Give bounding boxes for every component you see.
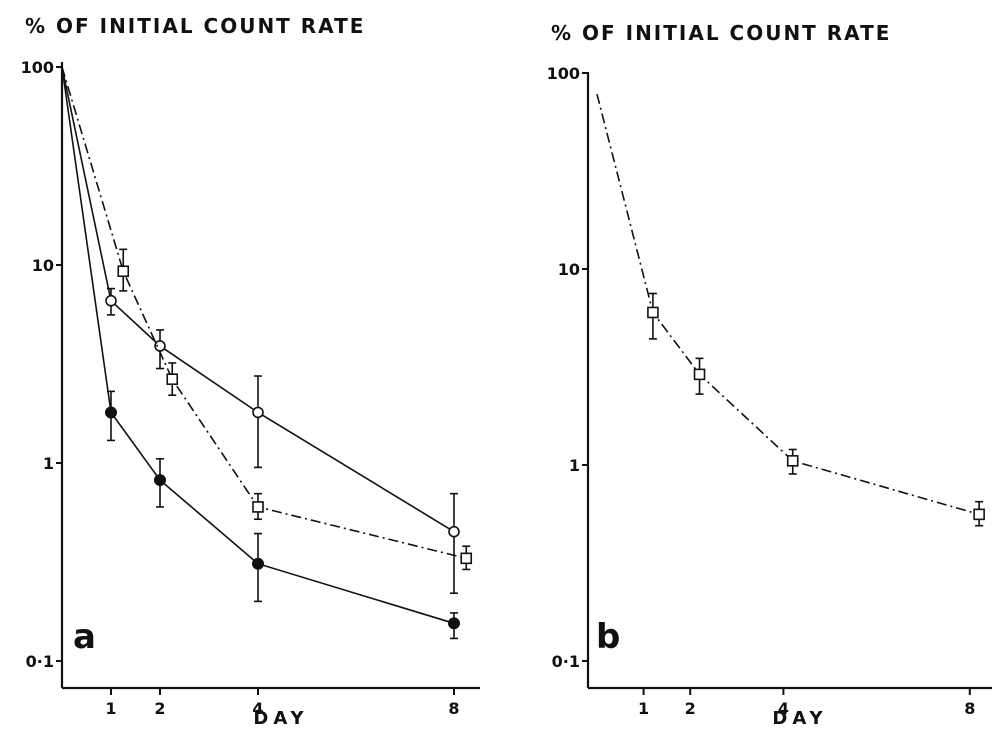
- y-tick-label: 1: [569, 456, 580, 475]
- data-point-open-circle: [448, 525, 460, 538]
- y-axis-label: % OF INITIAL COUNT RATE: [25, 14, 365, 38]
- data-point-filled-circle: [448, 617, 460, 630]
- y-tick-label: 10: [558, 260, 580, 279]
- data-point-filled-circle: [154, 474, 166, 487]
- x-tick-label: 2: [685, 699, 696, 718]
- y-tick-label: 1: [43, 454, 54, 473]
- y-tick-label: 100: [21, 58, 54, 77]
- data-point-open-square: [166, 373, 179, 385]
- data-point-open-square: [460, 552, 473, 565]
- data-point-filled-circle: [252, 557, 264, 570]
- data-point-open-square: [117, 265, 130, 278]
- x-tick-label: 4: [252, 699, 263, 718]
- data-point-open-square: [252, 501, 264, 513]
- x-tick-label: 8: [964, 699, 975, 718]
- x-tick-label: 2: [154, 699, 165, 718]
- data-point-open-square: [693, 368, 706, 381]
- panel-label: a: [73, 617, 96, 657]
- series-line: [596, 93, 980, 516]
- x-tick-label: 1: [638, 699, 649, 718]
- data-point-open-circle: [105, 294, 117, 307]
- y-tick-label: 0·1: [26, 652, 54, 671]
- data-point-open-circle: [252, 406, 264, 419]
- x-tick-label: 8: [448, 699, 459, 718]
- data-point-open-square: [647, 306, 659, 319]
- x-axis-label: DAY: [772, 708, 827, 729]
- y-tick-label: 10: [32, 256, 54, 275]
- y-tick-label: 100: [547, 64, 580, 83]
- series-line: [61, 66, 467, 560]
- panel-label: b: [596, 617, 620, 657]
- y-tick-label: 0·1: [552, 652, 580, 671]
- data-point-open-square: [973, 508, 985, 521]
- y-axis-label: % OF INITIAL COUNT RATE: [551, 21, 891, 45]
- x-tick-label: 4: [778, 699, 789, 718]
- x-tick-label: 1: [105, 699, 116, 718]
- x-axis-label: DAY: [253, 708, 308, 729]
- data-point-filled-circle: [105, 406, 117, 419]
- data-point-open-square: [786, 455, 799, 467]
